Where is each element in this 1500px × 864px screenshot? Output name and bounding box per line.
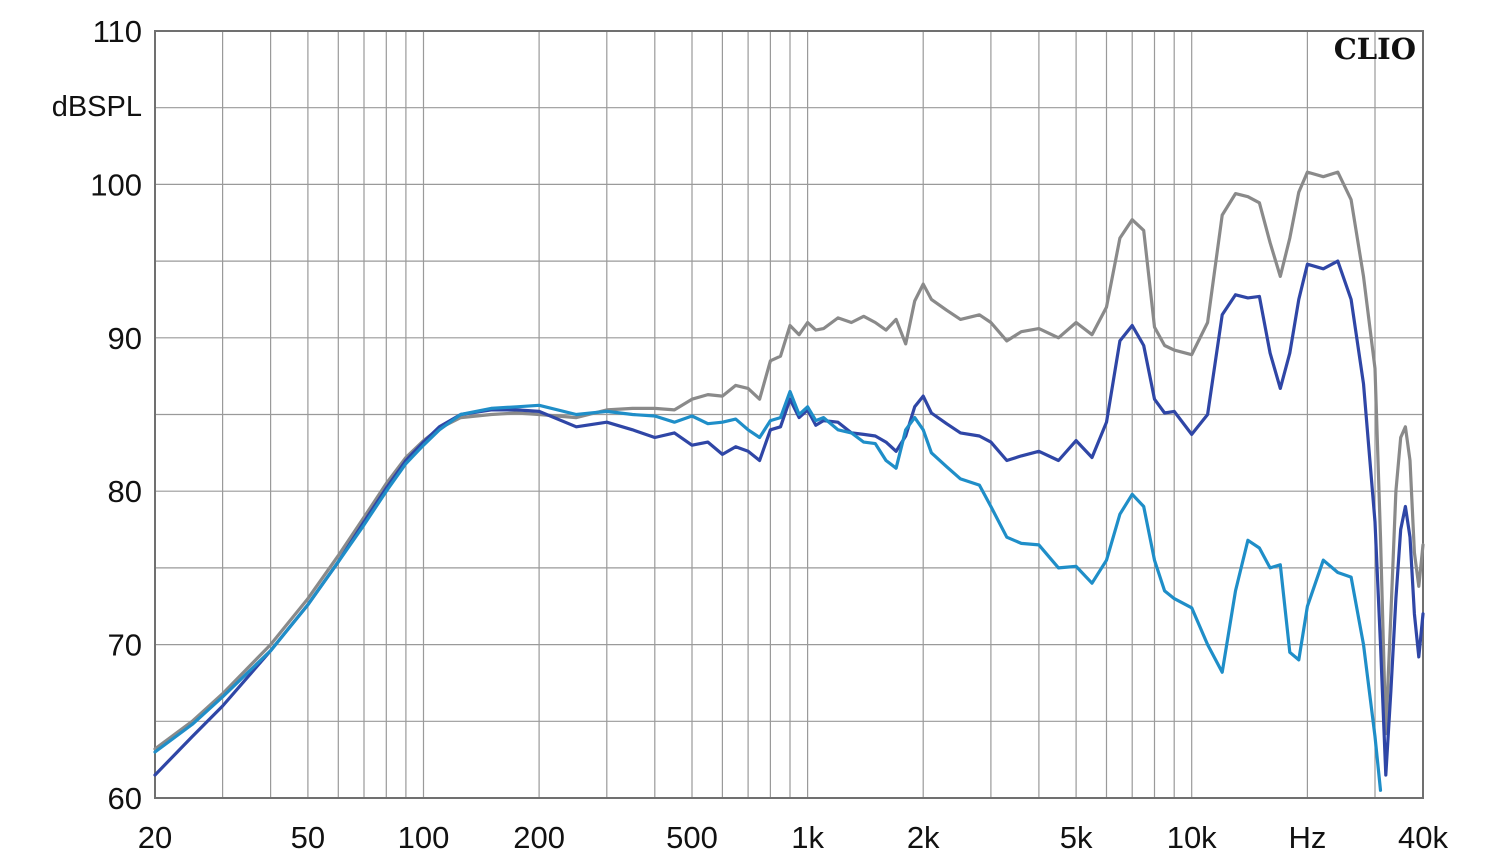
y-tick-label: 60 <box>108 781 142 816</box>
plot-frame <box>154 30 1424 799</box>
series-line-2 <box>153 259 1425 777</box>
x-tick-label: 40k <box>1398 820 1448 855</box>
x-tick-label: 2k <box>907 820 940 855</box>
series-layer <box>153 170 1425 792</box>
y-tick-label: 100 <box>90 167 142 202</box>
series-line-1 <box>153 170 1425 751</box>
x-tick-label: 20 <box>138 820 172 855</box>
x-tick-label: 50 <box>291 820 325 855</box>
y-tick-label: 110 <box>93 14 142 49</box>
x-tick-label: 100 <box>398 820 450 855</box>
grid <box>155 31 1423 798</box>
x-tick-label: 1k <box>791 820 824 855</box>
y-tick-label: 90 <box>108 321 142 356</box>
y-tick-label: 80 <box>108 474 142 509</box>
series-line-3 <box>153 389 1383 792</box>
x-tick-label: 5k <box>1060 820 1093 855</box>
y-tick-labels: 60 70 80 90 100 110 <box>90 14 142 816</box>
x-tick-label: 10k <box>1167 820 1217 855</box>
y-axis-label: dBSPL <box>52 91 142 123</box>
y-tick-label: 70 <box>108 628 142 663</box>
x-tick-label: 200 <box>513 820 565 855</box>
x-tick-label: 500 <box>666 820 718 855</box>
x-tick-labels: 20 50 100 200 500 1k 2k 5k 10k Hz 40k <box>138 820 1449 855</box>
x-tick-label: Hz <box>1288 820 1326 855</box>
brand-label: CLIO <box>1334 32 1416 66</box>
